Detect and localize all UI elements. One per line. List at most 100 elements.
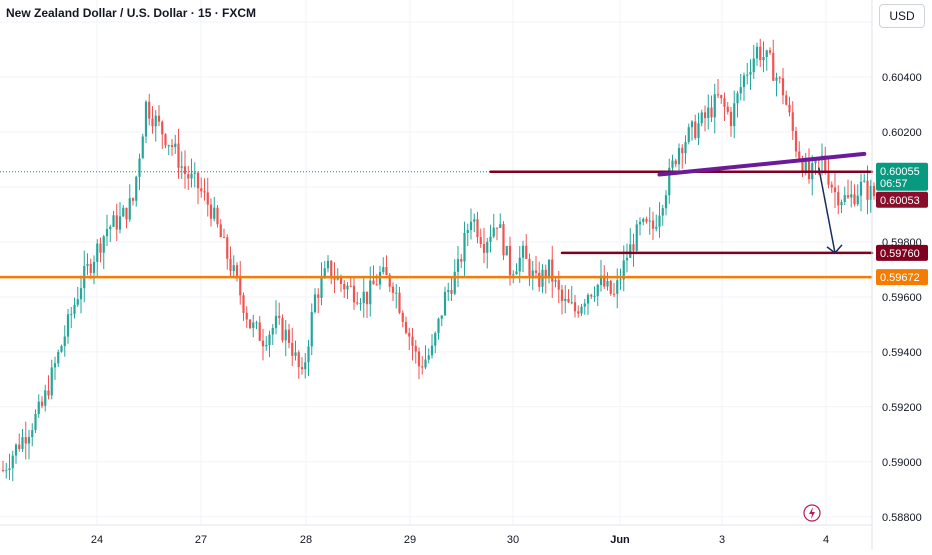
candle-body (762, 57, 765, 61)
candle-body (131, 198, 135, 201)
candle (765, 49, 768, 71)
candle (833, 172, 837, 209)
candle (343, 279, 346, 298)
candle (352, 277, 356, 310)
candle (778, 76, 781, 84)
candle (284, 320, 287, 357)
candle (122, 205, 125, 217)
candle (307, 339, 310, 376)
candle-body (31, 430, 34, 438)
candle-body (57, 351, 60, 364)
candle (385, 255, 388, 276)
candle-body (463, 232, 466, 262)
candle-body (118, 216, 122, 230)
candle-body (14, 444, 18, 456)
candle (486, 237, 489, 269)
candle (245, 306, 248, 328)
candle (872, 182, 876, 200)
candle (76, 286, 79, 307)
level-label: 0.59672 (880, 272, 920, 284)
candle-body (144, 101, 148, 137)
candle (66, 308, 70, 344)
level-tag-bg (876, 269, 928, 286)
candle (690, 120, 694, 141)
candle (573, 294, 577, 318)
candle (609, 279, 612, 296)
x-tick-label: 27 (195, 534, 207, 546)
candle-body (421, 366, 424, 368)
candle-body (183, 166, 187, 175)
candle (144, 100, 148, 144)
candle-body (255, 322, 258, 324)
candle-body (271, 327, 274, 335)
x-tick-label: 4 (823, 534, 829, 546)
candle-body (723, 98, 726, 107)
candle (424, 345, 427, 370)
candle-body (157, 115, 161, 122)
candle (5, 462, 8, 479)
candle-body (765, 50, 768, 58)
candle (460, 254, 463, 268)
candle-body (586, 294, 590, 304)
candle-body (206, 192, 209, 205)
candle (837, 185, 840, 215)
candle-body (778, 77, 781, 79)
candle (515, 263, 518, 275)
candle-body (203, 191, 206, 193)
candle-body (343, 283, 346, 290)
candle (846, 179, 850, 199)
candle-body (746, 74, 749, 76)
lightning-icon[interactable] (803, 504, 821, 522)
candle-body (694, 121, 697, 138)
candle (807, 148, 811, 184)
candle-body (252, 322, 255, 329)
candle-body (216, 207, 219, 225)
candle-body (151, 118, 154, 127)
candle-body (297, 352, 300, 368)
candle (434, 331, 437, 354)
candle-body (248, 319, 252, 329)
x-tick-label: Jun (610, 534, 630, 546)
candle (762, 41, 765, 73)
currency-button[interactable]: USD (879, 4, 925, 28)
candle (482, 227, 486, 264)
candle-body (326, 260, 330, 269)
candle (183, 150, 187, 189)
candle (551, 245, 554, 298)
candle (174, 134, 177, 154)
last-price-tag-bg (876, 162, 928, 191)
candle-body (752, 58, 755, 73)
candle-body (593, 296, 596, 298)
candle-body (434, 333, 437, 346)
candle (723, 92, 726, 122)
candle-body (138, 158, 141, 177)
candle-body (213, 207, 216, 219)
candle-body (187, 174, 190, 179)
y-tick-label: 0.59600 (882, 292, 922, 304)
countdown-label: 06:57 (880, 178, 908, 190)
candle (638, 217, 642, 236)
candle-body (866, 180, 869, 200)
candle-body (365, 291, 369, 305)
candle-body (284, 329, 287, 341)
candle-body (427, 355, 430, 360)
x-tick-label: 30 (507, 534, 519, 546)
candle-body (50, 367, 53, 396)
grid-lines (0, 0, 872, 525)
y-tick-label: 0.60200 (882, 127, 922, 139)
candle (57, 349, 60, 368)
candle (330, 259, 333, 285)
candle-body (560, 289, 564, 302)
candle (794, 126, 798, 158)
candle (398, 286, 401, 315)
candle-body (349, 285, 352, 287)
candle-body (60, 346, 63, 352)
candle-body (76, 299, 79, 305)
candle-body (430, 345, 434, 356)
candle-body (79, 288, 83, 300)
candle (430, 334, 434, 359)
candle (856, 184, 859, 207)
candle (274, 300, 278, 335)
